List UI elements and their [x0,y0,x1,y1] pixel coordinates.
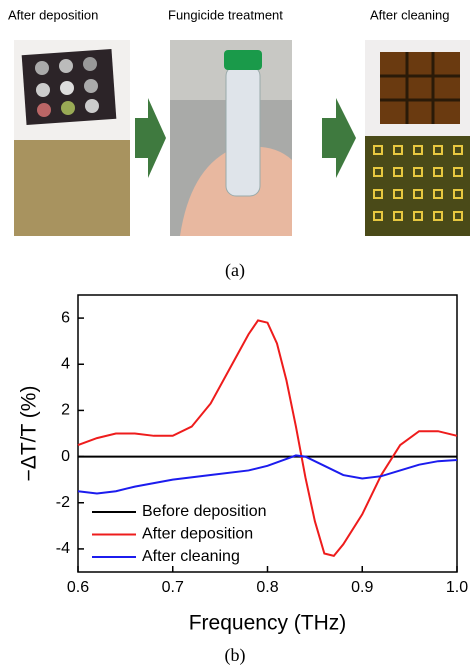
x-tick-label: 0.6 [67,579,89,596]
legend-label: After cleaning [142,548,240,565]
plot: 0.6 0.7 0.8 0.9 1.0 -4 -2 0 2 4 6 Frequency (THz) −Δ… [18,295,469,635]
x-axis-label: Frequency (THz) [189,612,347,635]
caption: (b) [225,645,246,666]
figure: After deposition Fungicide treatment Aft… [0,0,470,672]
x-tick-label: 0.8 [256,579,278,596]
step-label: After cleaning [370,7,450,22]
data-line [78,320,457,555]
data-line [78,455,457,493]
step-label: After deposition [8,7,98,22]
y-tick-label: 0 [61,448,70,465]
y-axis-label: −ΔT/T (%) [18,386,41,482]
y-tick-label: 6 [61,309,70,326]
legend-label: After deposition [142,526,253,543]
x-tick-label: 1.0 [446,579,468,596]
x-tick-label: 0.9 [351,579,373,596]
photo-middle [170,40,292,236]
arrow [135,98,166,178]
step-label: Fungicide treatment [168,7,283,22]
x-tick-label: 0.7 [162,579,184,596]
y-tick-label: 4 [61,355,70,372]
arrow [322,98,356,178]
y-tick-label: 2 [61,402,70,419]
y-tick-label: -4 [56,540,70,557]
photo-left [14,40,130,236]
caption: (a) [225,260,245,281]
legend-label: Before deposition [142,503,267,520]
photo-right [365,40,470,236]
y-tick-label: -2 [56,494,70,511]
